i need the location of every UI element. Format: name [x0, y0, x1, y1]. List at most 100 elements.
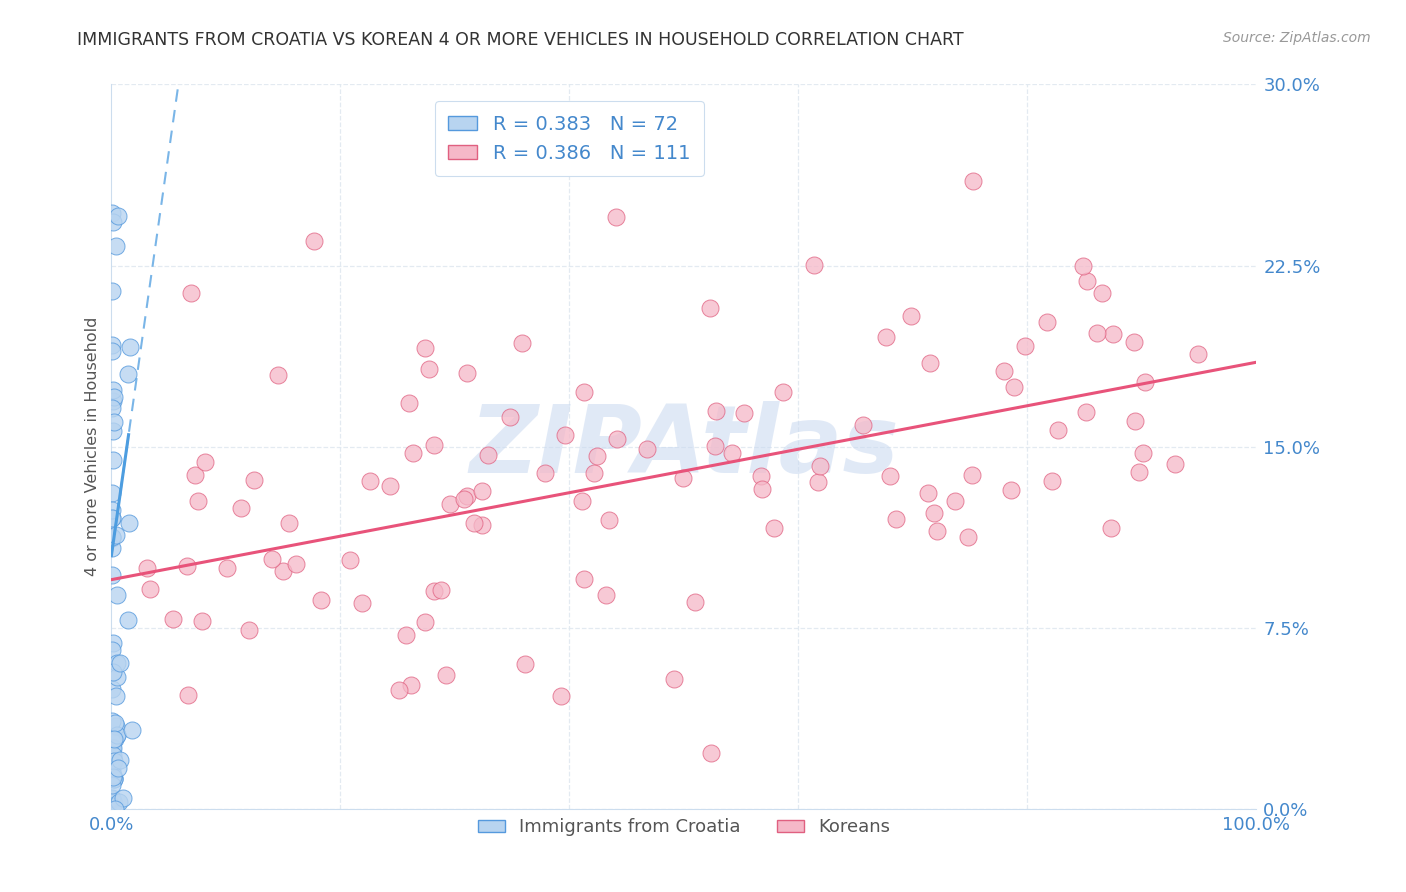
Point	[721, 446, 744, 460]
Point	[101, 756, 124, 771]
Point	[1163, 458, 1185, 472]
Point	[699, 301, 721, 315]
Point	[477, 448, 499, 462]
Point	[101, 763, 124, 777]
Point	[100, 642, 122, 657]
Point	[118, 516, 141, 530]
Point	[662, 673, 685, 687]
Point	[103, 740, 125, 755]
Point	[704, 439, 727, 453]
Point	[415, 615, 437, 630]
Text: Source: ZipAtlas.com: Source: ZipAtlas.com	[1223, 31, 1371, 45]
Point	[101, 770, 124, 784]
Point	[1122, 334, 1144, 349]
Point	[418, 361, 440, 376]
Point	[807, 475, 830, 489]
Point	[217, 561, 239, 575]
Point	[749, 469, 772, 483]
Point	[262, 552, 284, 566]
Point	[267, 368, 290, 383]
Point	[339, 553, 361, 567]
Point	[103, 390, 125, 404]
Point	[238, 623, 260, 637]
Point	[107, 728, 129, 742]
Point	[471, 517, 494, 532]
Point	[595, 588, 617, 602]
Point	[105, 527, 128, 541]
Point	[100, 778, 122, 792]
Point	[101, 681, 124, 696]
Point	[394, 628, 416, 642]
Point	[117, 367, 139, 381]
Point	[105, 656, 128, 670]
Point	[422, 438, 444, 452]
Point	[101, 747, 124, 762]
Point	[108, 795, 131, 809]
Point	[101, 215, 124, 229]
Point	[636, 442, 658, 456]
Point	[176, 688, 198, 702]
Point	[960, 467, 983, 482]
Point	[606, 433, 628, 447]
Point	[101, 394, 124, 409]
Point	[100, 510, 122, 524]
Point	[107, 209, 129, 223]
Point	[105, 588, 128, 602]
Point	[402, 446, 425, 460]
Point	[100, 541, 122, 556]
Point	[1002, 380, 1025, 394]
Point	[554, 427, 576, 442]
Point	[359, 474, 381, 488]
Point	[900, 309, 922, 323]
Point	[194, 455, 217, 469]
Point	[510, 336, 533, 351]
Point	[884, 512, 907, 526]
Point	[277, 516, 299, 530]
Point	[1091, 286, 1114, 301]
Point	[311, 593, 333, 607]
Point	[101, 791, 124, 805]
Point	[100, 740, 122, 755]
Point	[101, 285, 124, 299]
Point	[879, 469, 901, 483]
Point	[378, 479, 401, 493]
Point	[103, 771, 125, 785]
Point	[101, 791, 124, 805]
Point	[101, 530, 124, 544]
Point	[100, 343, 122, 358]
Point	[103, 733, 125, 747]
Point	[1047, 423, 1070, 437]
Point	[398, 396, 420, 410]
Point	[100, 511, 122, 525]
Point	[957, 530, 980, 544]
Point	[100, 206, 122, 220]
Point	[104, 802, 127, 816]
Point	[101, 424, 124, 438]
Point	[700, 746, 723, 760]
Point	[803, 258, 825, 272]
Point	[121, 723, 143, 738]
Point	[456, 366, 478, 380]
Point	[1076, 274, 1098, 288]
Point	[104, 716, 127, 731]
Point	[875, 330, 897, 344]
Point	[434, 667, 457, 681]
Point	[1036, 315, 1059, 329]
Point	[1099, 521, 1122, 535]
Point	[439, 497, 461, 511]
Point	[810, 458, 832, 473]
Point	[534, 467, 557, 481]
Point	[925, 524, 948, 538]
Point	[100, 531, 122, 545]
Point	[100, 799, 122, 814]
Legend: Immigrants from Croatia, Koreans: Immigrants from Croatia, Koreans	[471, 811, 897, 844]
Point	[571, 494, 593, 508]
Point	[101, 799, 124, 814]
Point	[112, 790, 135, 805]
Point	[583, 466, 606, 480]
Point	[471, 484, 494, 499]
Point	[586, 449, 609, 463]
Point	[187, 493, 209, 508]
Point	[101, 714, 124, 729]
Point	[918, 356, 941, 370]
